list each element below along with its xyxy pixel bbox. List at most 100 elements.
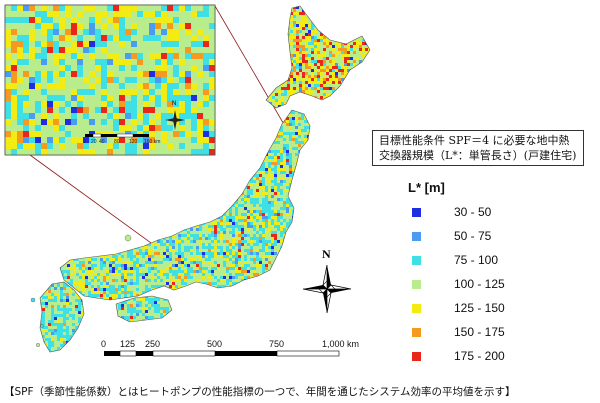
grid-cell	[109, 174, 112, 177]
grid-cell	[286, 189, 289, 192]
grid-cell	[232, 111, 235, 114]
grid-cell	[329, 48, 332, 51]
grid-cell	[64, 186, 67, 189]
grid-cell	[262, 141, 265, 144]
grid-cell	[374, 105, 377, 108]
grid-cell	[362, 42, 365, 45]
grid-cell	[184, 159, 187, 162]
grid-cell	[208, 165, 211, 168]
grid-cell	[130, 210, 133, 213]
grid-cell	[244, 189, 247, 192]
grid-cell	[278, 51, 281, 54]
grid-cell	[278, 0, 281, 3]
grid-cell	[263, 6, 266, 9]
grid-cell	[262, 222, 265, 225]
grid-cell	[307, 150, 310, 153]
grid-cell	[217, 174, 220, 177]
grid-cell	[371, 87, 374, 90]
grid-cell	[163, 222, 166, 225]
grid-cell	[350, 24, 353, 27]
grid-cell	[371, 27, 374, 30]
grid-cell	[305, 54, 308, 57]
grid-cell	[374, 81, 377, 84]
grid-cell	[310, 138, 313, 141]
grid-cell	[115, 225, 118, 228]
grid-cell	[196, 174, 199, 177]
grid-cell	[341, 78, 344, 81]
grid-cell	[263, 15, 266, 18]
grid-cell	[302, 6, 305, 9]
grid-cell	[145, 159, 148, 162]
grid-cell	[301, 123, 304, 126]
grid-cell	[356, 108, 359, 111]
grid-cell	[293, 78, 296, 81]
grid-cell	[70, 174, 73, 177]
grid-cell	[244, 153, 247, 156]
grid-cell	[280, 219, 283, 222]
grid-cell	[202, 216, 205, 219]
grid-cell	[172, 189, 175, 192]
grid-cell	[278, 96, 281, 99]
grid-cell	[307, 201, 310, 204]
grid-cell	[91, 204, 94, 207]
grid-cell	[374, 51, 377, 54]
grid-cell	[202, 171, 205, 174]
grid-cell	[269, 90, 272, 93]
grid-cell	[347, 60, 350, 63]
grid-cell	[374, 54, 377, 57]
grid-cell	[232, 138, 235, 141]
grid-cell	[290, 87, 293, 90]
grid-cell	[211, 189, 214, 192]
grid-cell	[223, 219, 226, 222]
grid-cell	[305, 3, 308, 6]
grid-cell	[356, 42, 359, 45]
grid-cell	[208, 210, 211, 213]
grid-cell	[260, 42, 263, 45]
grid-cell	[272, 9, 275, 12]
grid-cell	[259, 198, 262, 201]
grid-cell	[287, 12, 290, 15]
grid-cell	[112, 219, 115, 222]
grid-cell	[356, 39, 359, 42]
grid-cell	[139, 207, 142, 210]
grid-cell	[353, 36, 356, 39]
grid-cell	[356, 9, 359, 12]
grid-cell	[148, 186, 151, 189]
grid-cell	[266, 87, 269, 90]
grid-cell	[226, 153, 229, 156]
grid-cell	[338, 81, 341, 84]
grid-cell	[344, 99, 347, 102]
grid-cell	[275, 18, 278, 21]
grid-cell	[91, 189, 94, 192]
grid-cell	[232, 129, 235, 132]
grid-cell	[335, 12, 338, 15]
grid-cell	[235, 123, 238, 126]
grid-cell	[193, 159, 196, 162]
grid-cell	[296, 108, 299, 111]
grid-cell	[329, 81, 332, 84]
grid-cell	[142, 171, 145, 174]
grid-cell	[217, 153, 220, 156]
grid-cell	[142, 201, 145, 204]
grid-cell	[61, 198, 64, 201]
grid-cell	[301, 153, 304, 156]
grid-cell	[175, 162, 178, 165]
grid-cell	[229, 192, 232, 195]
grid-cell	[136, 159, 139, 162]
grid-cell	[347, 84, 350, 87]
grid-cell	[269, 78, 272, 81]
grid-cell	[359, 81, 362, 84]
grid-cell	[235, 174, 238, 177]
grid-cell	[220, 117, 223, 120]
grid-cell	[94, 165, 97, 168]
grid-cell	[332, 105, 335, 108]
grid-cell	[238, 168, 241, 171]
grid-cell	[280, 198, 283, 201]
grid-cell	[317, 72, 320, 75]
grid-cell	[265, 204, 268, 207]
grid-cell	[347, 36, 350, 39]
grid-cell	[223, 132, 226, 135]
grid-cell	[344, 3, 347, 6]
grid-cell	[60, 201, 61, 204]
grid-cell	[284, 9, 287, 12]
